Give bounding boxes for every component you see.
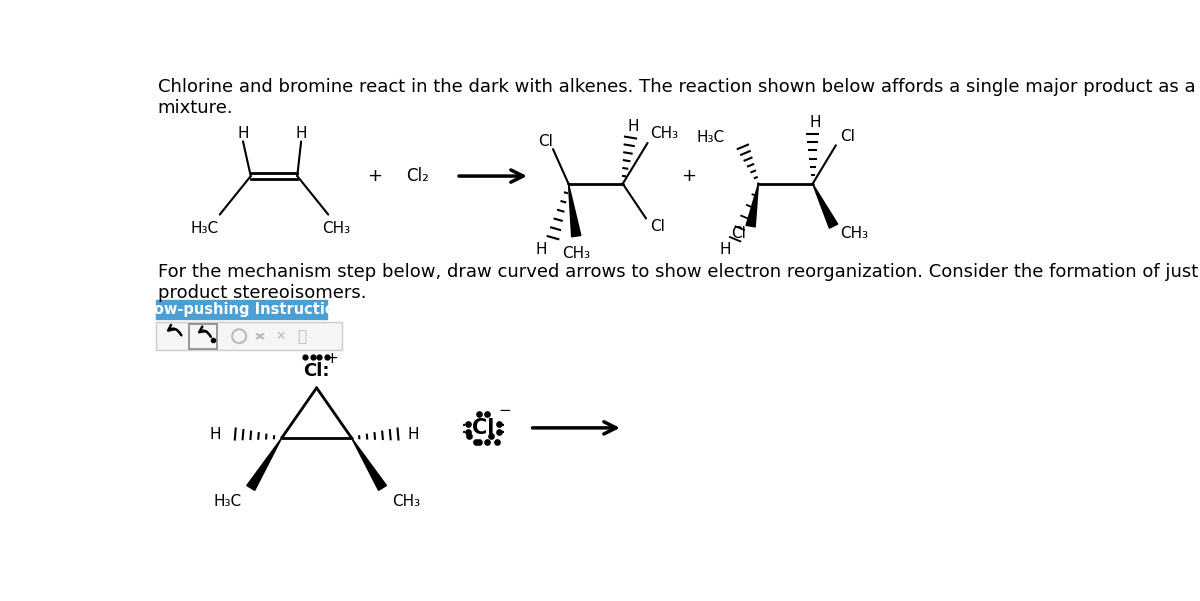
Bar xyxy=(188,324,217,349)
Text: Cl: Cl xyxy=(840,129,854,144)
Text: +: + xyxy=(325,351,338,366)
Text: H: H xyxy=(809,115,821,130)
Text: CH₃: CH₃ xyxy=(322,221,350,236)
Polygon shape xyxy=(247,438,282,490)
Polygon shape xyxy=(352,438,386,490)
Text: H: H xyxy=(238,126,248,141)
Text: H: H xyxy=(719,242,731,257)
Text: ⎍: ⎍ xyxy=(298,329,306,344)
Text: Cl: Cl xyxy=(538,134,553,149)
Text: −: − xyxy=(498,403,511,418)
Text: +: + xyxy=(367,167,383,185)
Text: CH₃: CH₃ xyxy=(650,126,678,141)
Text: For the mechanism step below, draw curved arrows to show electron reorganization: For the mechanism step below, draw curve… xyxy=(157,263,1200,302)
Text: H: H xyxy=(628,118,638,133)
Text: H₃C: H₃C xyxy=(214,493,241,508)
Text: CH₃: CH₃ xyxy=(391,493,420,508)
Text: Cl: Cl xyxy=(732,227,746,242)
Text: Cl:: Cl: xyxy=(304,362,330,380)
Text: H: H xyxy=(407,427,419,442)
Text: Cl: Cl xyxy=(650,219,665,234)
Text: H: H xyxy=(295,126,307,141)
Text: Arrow-pushing Instructions: Arrow-pushing Instructions xyxy=(128,302,354,317)
Text: H₃C: H₃C xyxy=(190,221,218,236)
Text: Chlorine and bromine react in the dark with alkenes. The reaction shown below af: Chlorine and bromine react in the dark w… xyxy=(157,78,1200,117)
Text: H₃C: H₃C xyxy=(697,130,725,145)
Polygon shape xyxy=(746,184,758,227)
Text: ✕: ✕ xyxy=(275,330,286,343)
Text: +: + xyxy=(682,167,696,185)
Text: CH₃: CH₃ xyxy=(562,246,590,261)
Polygon shape xyxy=(569,184,581,237)
Text: Cl₂: Cl₂ xyxy=(406,167,428,185)
Bar xyxy=(156,300,326,319)
Text: :: : xyxy=(499,419,505,437)
Text: Cl: Cl xyxy=(472,418,494,438)
Text: H: H xyxy=(535,242,547,257)
Text: :: : xyxy=(461,419,467,437)
Bar xyxy=(156,322,342,350)
Polygon shape xyxy=(812,184,838,228)
Text: H: H xyxy=(210,427,221,442)
Text: CH₃: CH₃ xyxy=(840,227,868,242)
